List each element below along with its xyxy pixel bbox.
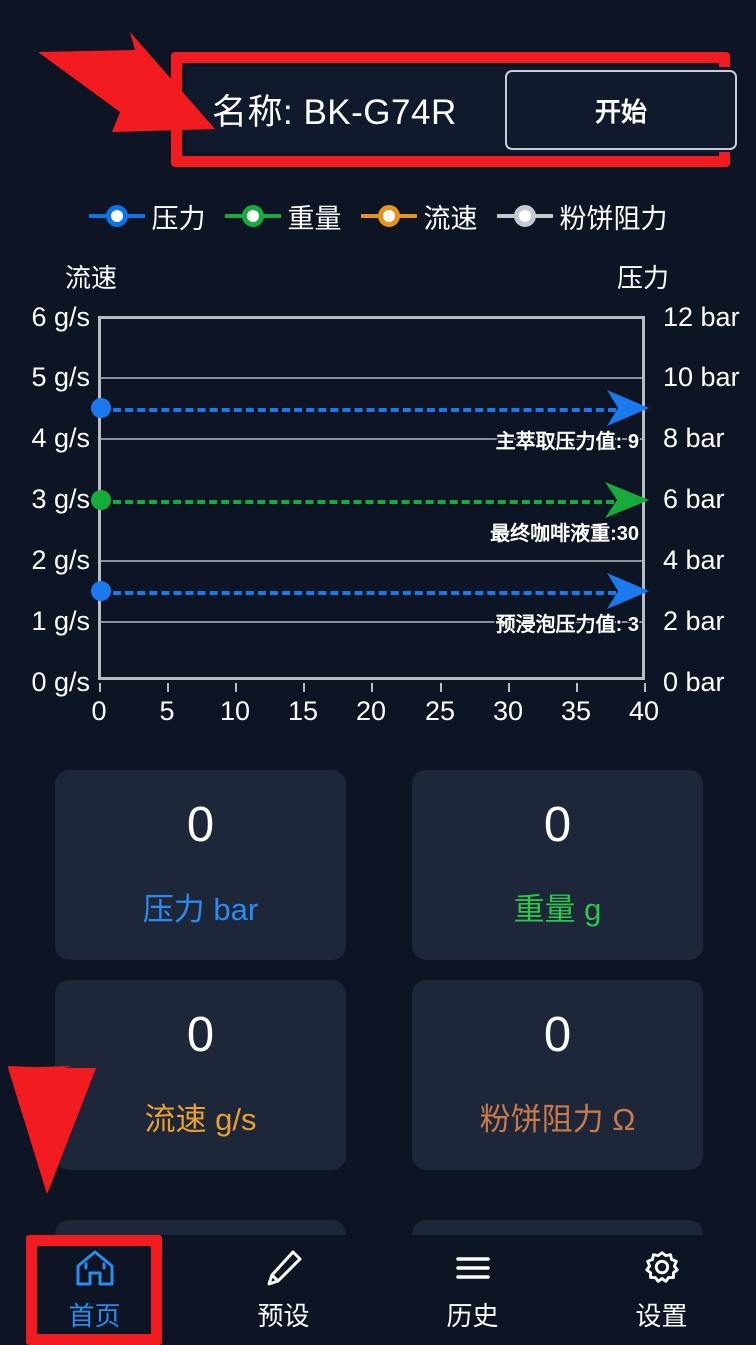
gridline-5 [101, 377, 642, 379]
metric-value-weight: 0 [543, 798, 572, 852]
right-tick-0: 0 bar [663, 667, 725, 697]
metric-card-flow[interactable]: 0 流速 g/s [55, 980, 346, 1170]
chart-plot-area[interactable]: 主萃取压力值: 9 最终咖啡液重:30 预浸泡压力值: 3 [91, 316, 649, 680]
left-tick-4: 4 g/s [31, 423, 90, 453]
metric-card-pressure[interactable]: 0 压力 bar [55, 770, 346, 960]
x-tick-5: 5 [159, 696, 175, 726]
nav-item-settings[interactable]: 设置 [567, 1235, 756, 1345]
gridline-4 [101, 438, 642, 440]
series-marker-final-weight[interactable] [91, 490, 111, 510]
legend-marker-resistance-icon [496, 203, 553, 229]
pencil-icon [267, 1250, 301, 1285]
right-tick-12: 12 bar [663, 302, 740, 332]
right-tick-2: 2 bar [663, 606, 725, 636]
legend-label-resistance: 粉饼阻力 [559, 203, 668, 234]
metric-card-weight[interactable]: 0 重量 g [412, 770, 703, 960]
metric-label-flow-text: 流速 g/s [144, 1102, 257, 1137]
metric-value-resistance: 0 [543, 1008, 572, 1062]
list-icon [455, 1256, 490, 1279]
left-tick-3: 3 g/s [31, 484, 90, 514]
gridline-2 [101, 560, 642, 562]
series-annotation-final-weight: 最终咖啡液重:30 [490, 523, 639, 545]
device-name-label: 名称: BK-G74R [212, 93, 457, 132]
metric-label-pressure: 压力 bar [142, 892, 259, 927]
series-marker-preinfusion-pressure[interactable] [91, 581, 111, 601]
nav-item-preset[interactable]: 预设 [189, 1235, 378, 1345]
start-button[interactable]: 开始 [505, 70, 737, 150]
legend-item-resistance[interactable]: 粉饼阻力 [496, 197, 668, 236]
nav-label-history: 历史 [446, 1300, 499, 1331]
legend-item-flow[interactable]: 流速 [360, 197, 478, 236]
legend-marker-weight-icon [224, 203, 281, 229]
legend-label-weight: 重量 [287, 203, 342, 234]
x-tick-20: 20 [355, 696, 387, 726]
x-tick-10: 10 [219, 696, 251, 726]
series-arrowhead-preinfusion-pressure-icon [607, 573, 649, 609]
left-tick-6: 6 g/s [31, 302, 90, 332]
legend-item-pressure[interactable]: 压力 [88, 197, 206, 236]
legend-marker-flow-icon [360, 203, 417, 229]
nav-label-preset: 预设 [257, 1300, 310, 1331]
x-tick-40: 40 [628, 696, 660, 726]
annotation-arrow-top-right-icon [38, 32, 215, 132]
right-tick-6: 6 bar [663, 484, 725, 514]
left-axis-title: 流速 [65, 263, 118, 293]
home-icon [76, 1250, 113, 1285]
legend-item-weight[interactable]: 重量 [224, 197, 342, 236]
series-annotation-main-pressure: 主萃取压力值: 9 [495, 431, 639, 453]
bottom-nav: 首页 预设 历史 设置 [0, 1235, 756, 1345]
left-tick-2: 2 g/s [31, 545, 90, 575]
right-tick-10: 10 bar [663, 362, 740, 392]
metric-value-flow: 0 [186, 1008, 215, 1062]
series-line-final-weight [101, 500, 614, 504]
legend-label-flow: 流速 [423, 203, 478, 234]
right-axis-title: 压力 [617, 263, 670, 293]
left-tick-0: 0 g/s [31, 667, 90, 697]
x-tick-35: 35 [560, 696, 592, 726]
nav-label-settings: 设置 [635, 1300, 688, 1331]
gear-icon [644, 1250, 679, 1283]
x-tick-25: 25 [424, 696, 456, 726]
series-line-preinfusion-pressure [101, 591, 616, 595]
x-tick-30: 30 [492, 696, 524, 726]
series-line-main-pressure [101, 408, 616, 412]
metric-label-weight: 重量 g [513, 892, 602, 927]
metric-value-pressure: 0 [186, 798, 215, 852]
nav-item-home[interactable]: 首页 [0, 1235, 189, 1345]
x-tick-15: 15 [287, 696, 319, 726]
left-tick-5: 5 g/s [31, 362, 90, 392]
legend-label-pressure: 压力 [151, 203, 206, 234]
series-arrowhead-final-weight-icon [605, 482, 649, 518]
annotation-arrow-down-icon [8, 950, 96, 1194]
nav-item-history[interactable]: 历史 [378, 1235, 567, 1345]
right-tick-4: 4 bar [663, 545, 725, 575]
chart-legend: 压力 重量 流速 粉饼阻力 [0, 195, 756, 237]
start-button-label: 开始 [594, 96, 647, 127]
series-arrowhead-main-pressure-icon [607, 390, 649, 426]
series-annotation-preinfusion-pressure: 预浸泡压力值: 3 [495, 614, 639, 636]
metric-label-resistance: 粉饼阻力 Ω [479, 1102, 636, 1137]
left-tick-1: 1 g/s [31, 606, 90, 636]
x-tick-0: 0 [91, 696, 107, 726]
right-tick-8: 8 bar [663, 423, 725, 453]
metric-card-resistance[interactable]: 0 粉饼阻力 Ω [412, 980, 703, 1170]
gridline-1 [101, 621, 642, 623]
nav-label-home: 首页 [68, 1300, 121, 1331]
legend-marker-pressure-icon [88, 203, 145, 229]
series-marker-main-pressure[interactable] [91, 398, 111, 418]
